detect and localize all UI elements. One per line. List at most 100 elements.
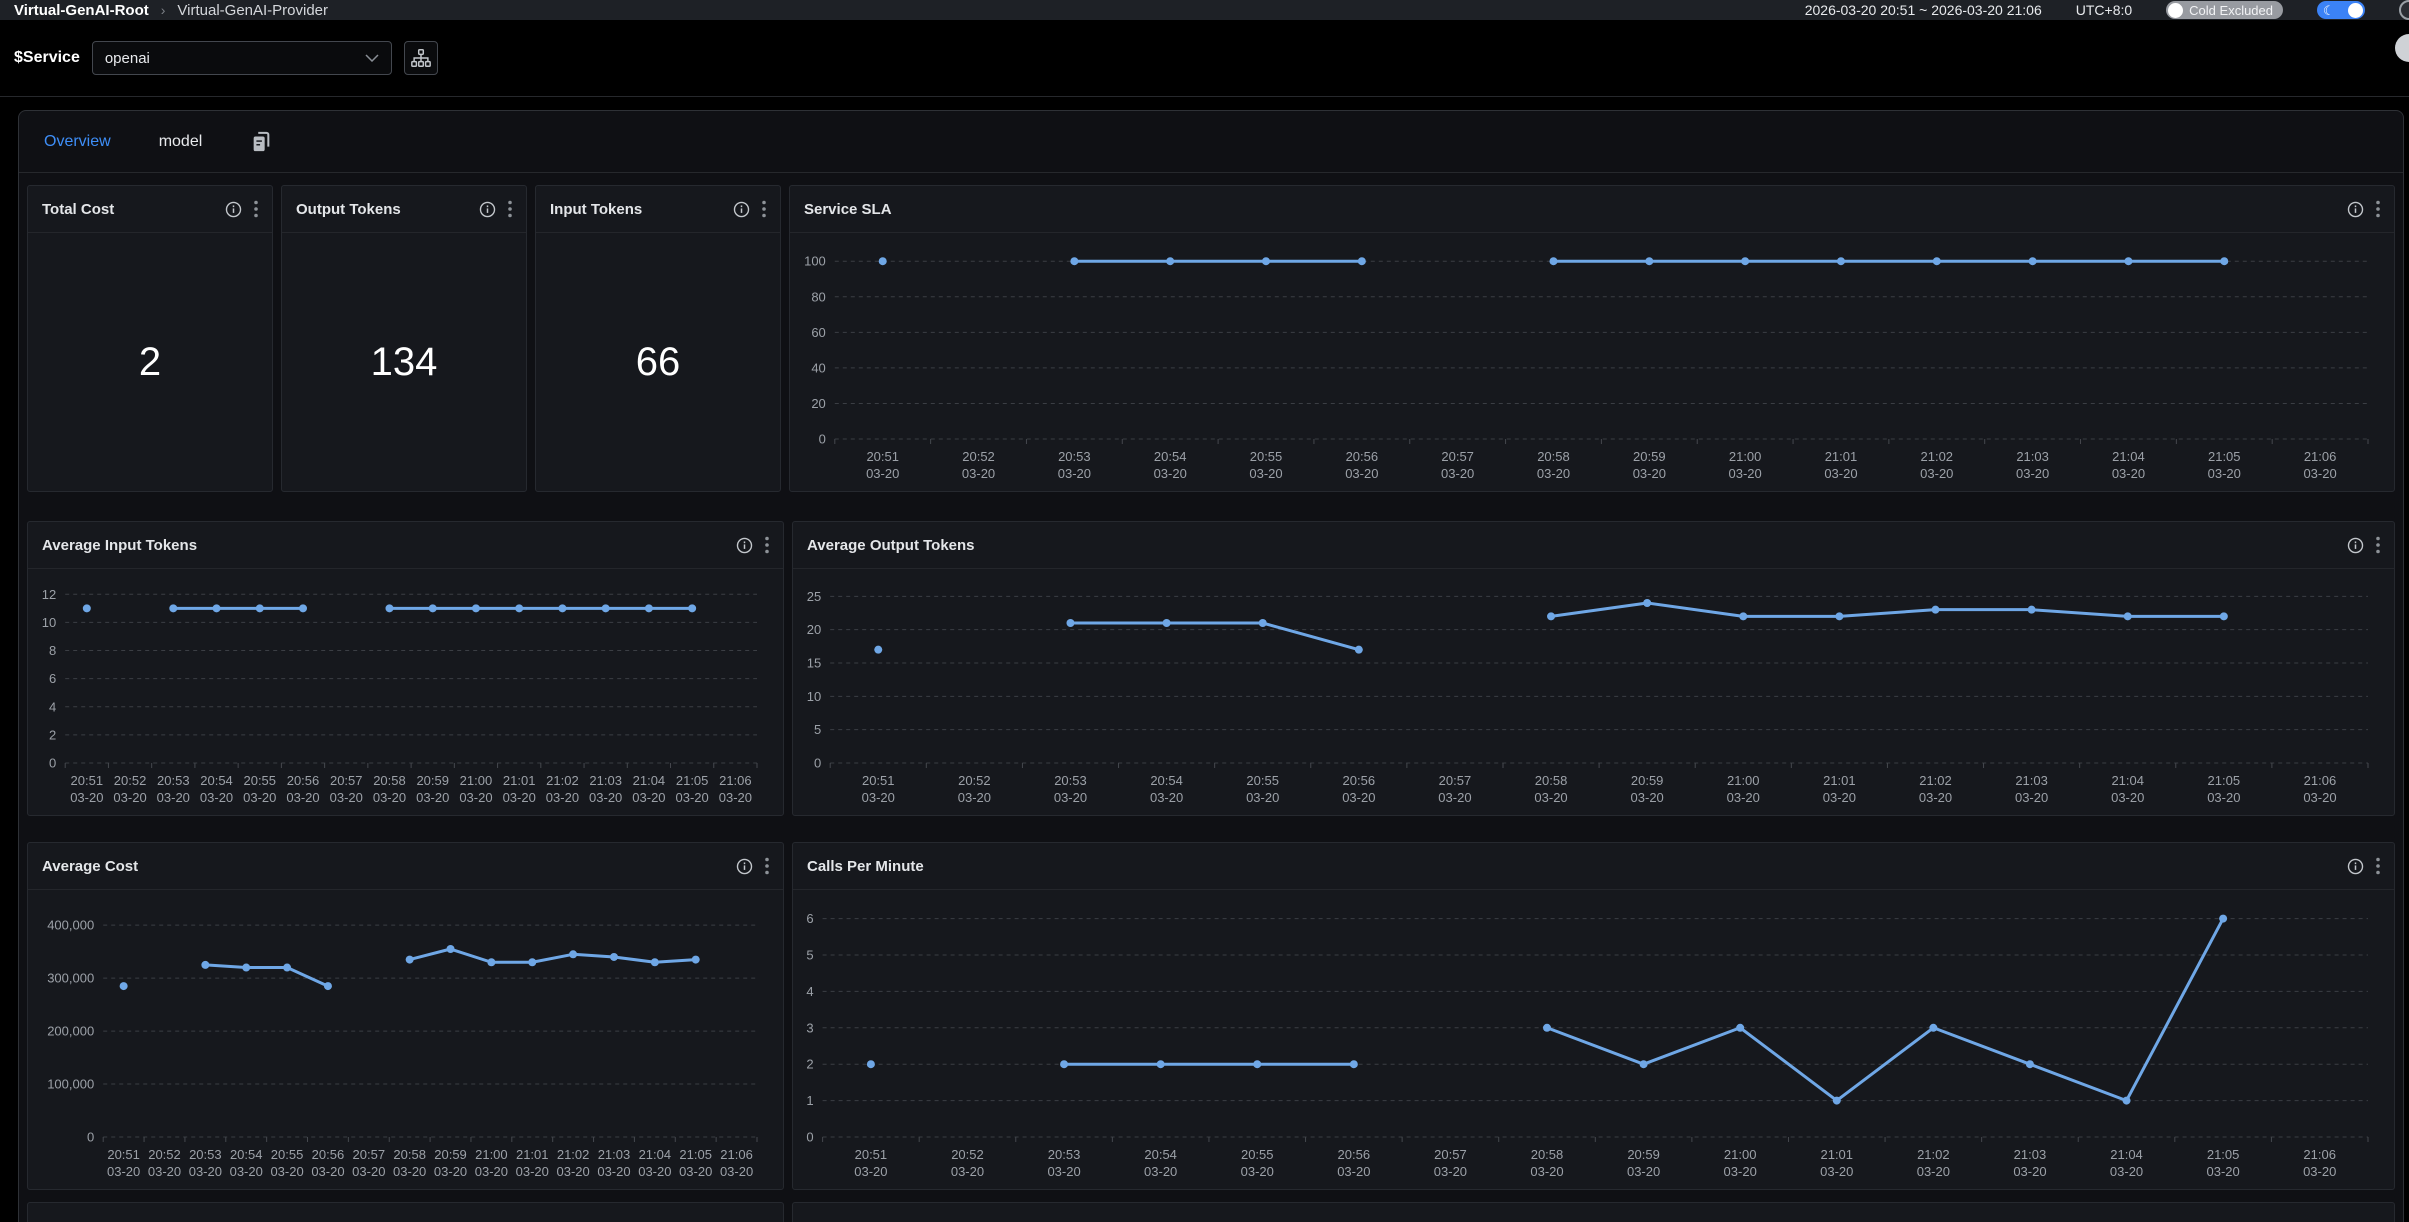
- svg-text:0: 0: [806, 1130, 813, 1145]
- more-options-icon[interactable]: [762, 200, 766, 218]
- svg-text:03-20: 03-20: [951, 1164, 984, 1179]
- card-input-tokens: Input Tokens 66: [535, 185, 781, 492]
- breadcrumb-current[interactable]: Virtual-GenAI-Provider: [177, 2, 328, 19]
- svg-text:20:57: 20:57: [1434, 1147, 1467, 1162]
- info-icon[interactable]: [2347, 858, 2364, 875]
- svg-text:21:00: 21:00: [1729, 449, 1762, 464]
- svg-text:03-20: 03-20: [1919, 790, 1952, 805]
- timezone-label[interactable]: UTC+8:0: [2076, 2, 2132, 18]
- breadcrumb-root[interactable]: Virtual-GenAI-Root: [14, 2, 149, 19]
- toggle-knob: [2168, 3, 2183, 18]
- svg-text:03-20: 03-20: [1534, 790, 1567, 805]
- svg-text:20:59: 20:59: [1631, 773, 1664, 788]
- svg-text:03-20: 03-20: [862, 790, 895, 805]
- svg-text:20:54: 20:54: [1144, 1147, 1177, 1162]
- svg-text:20:53: 20:53: [189, 1147, 222, 1162]
- svg-text:20:52: 20:52: [951, 1147, 984, 1162]
- more-options-icon[interactable]: [254, 200, 258, 218]
- svg-text:03-20: 03-20: [1434, 1164, 1467, 1179]
- info-icon[interactable]: [736, 537, 753, 554]
- svg-text:21:03: 21:03: [2015, 773, 2048, 788]
- tab-bar: Overview model: [19, 111, 2403, 173]
- svg-text:20:51: 20:51: [107, 1147, 140, 1162]
- more-options-icon[interactable]: [765, 857, 769, 875]
- breadcrumb: Virtual-GenAI-Root › Virtual-GenAI-Provi…: [14, 2, 328, 19]
- svg-text:60: 60: [811, 325, 825, 340]
- info-icon[interactable]: [479, 201, 496, 218]
- more-options-icon[interactable]: [765, 536, 769, 554]
- tab-model[interactable]: model: [159, 133, 203, 151]
- topology-button[interactable]: [404, 41, 438, 75]
- copy-dashboard-button[interactable]: [250, 131, 272, 153]
- row-2: Average Input Tokens 12108642020:5103-20…: [27, 521, 2395, 816]
- svg-text:15: 15: [807, 656, 821, 671]
- info-icon[interactable]: [733, 201, 750, 218]
- svg-text:03-20: 03-20: [597, 1164, 630, 1179]
- theme-toggle[interactable]: ☾: [2317, 1, 2365, 19]
- card-title: Total Cost: [42, 201, 225, 218]
- info-icon[interactable]: [2347, 537, 2364, 554]
- help-button[interactable]: [2399, 0, 2409, 20]
- cold-excluded-toggle[interactable]: Cold Excluded: [2166, 1, 2283, 19]
- svg-text:100: 100: [804, 254, 826, 269]
- card-next-left: [27, 1202, 784, 1222]
- topbar-right: 2026-03-20 20:51 ~ 2026-03-20 21:06 UTC+…: [1805, 0, 2395, 20]
- card-title: Average Input Tokens: [42, 537, 736, 554]
- card-title: Average Output Tokens: [807, 537, 2347, 554]
- more-options-icon[interactable]: [2376, 857, 2380, 875]
- svg-text:20:55: 20:55: [243, 773, 276, 788]
- card-average-input-tokens: Average Input Tokens 12108642020:5103-20…: [27, 521, 784, 816]
- svg-text:20:55: 20:55: [1241, 1147, 1274, 1162]
- svg-text:03-20: 03-20: [373, 790, 406, 805]
- svg-text:21:02: 21:02: [1921, 449, 1954, 464]
- svg-text:03-20: 03-20: [516, 1164, 549, 1179]
- svg-text:20:55: 20:55: [1246, 773, 1279, 788]
- svg-text:21:05: 21:05: [676, 773, 709, 788]
- info-icon[interactable]: [225, 201, 242, 218]
- svg-text:1: 1: [806, 1093, 813, 1108]
- card-title: Service SLA: [804, 201, 2347, 218]
- svg-text:20:58: 20:58: [1537, 449, 1570, 464]
- svg-text:21:04: 21:04: [2110, 1147, 2143, 1162]
- svg-text:21:04: 21:04: [639, 1147, 672, 1162]
- svg-text:03-20: 03-20: [2207, 790, 2240, 805]
- svg-text:03-20: 03-20: [1337, 1164, 1370, 1179]
- svg-text:03-20: 03-20: [676, 790, 709, 805]
- svg-text:20:54: 20:54: [230, 1147, 263, 1162]
- svg-text:5: 5: [814, 722, 821, 737]
- svg-text:20:58: 20:58: [1531, 1147, 1564, 1162]
- service-select[interactable]: openai: [92, 41, 392, 75]
- svg-text:20:55: 20:55: [1250, 449, 1283, 464]
- svg-text:21:05: 21:05: [679, 1147, 712, 1162]
- svg-text:20: 20: [811, 396, 825, 411]
- svg-text:03-20: 03-20: [2013, 1164, 2046, 1179]
- info-icon[interactable]: [2347, 201, 2364, 218]
- more-options-icon[interactable]: [508, 200, 512, 218]
- row-3: Average Cost 400,000300,000200,000100,00…: [27, 842, 2395, 1190]
- tab-overview[interactable]: Overview: [44, 133, 111, 151]
- svg-text:2: 2: [49, 727, 56, 742]
- svg-text:20: 20: [807, 622, 821, 637]
- card-service-sla: Service SLA 10080604020020:5103-2020:520…: [789, 185, 2395, 492]
- svg-text:20:57: 20:57: [353, 1147, 386, 1162]
- svg-text:03-20: 03-20: [113, 790, 146, 805]
- svg-text:03-20: 03-20: [416, 790, 449, 805]
- row-4: [27, 1202, 2395, 1222]
- svg-text:03-20: 03-20: [1724, 1164, 1757, 1179]
- card-calls-per-minute: Calls Per Minute 654321020:5103-2020:520…: [792, 842, 2395, 1190]
- svg-text:21:04: 21:04: [2111, 773, 2144, 788]
- svg-text:03-20: 03-20: [2206, 1164, 2239, 1179]
- svg-text:03-20: 03-20: [2303, 1164, 2336, 1179]
- copy-icon: [250, 131, 272, 153]
- info-icon[interactable]: [736, 858, 753, 875]
- more-options-icon[interactable]: [2376, 536, 2380, 554]
- svg-text:03-20: 03-20: [1144, 1164, 1177, 1179]
- date-range-picker[interactable]: 2026-03-20 20:51 ~ 2026-03-20 21:06: [1805, 2, 2042, 18]
- more-options-icon[interactable]: [2376, 200, 2380, 218]
- svg-text:03-20: 03-20: [1920, 466, 1953, 481]
- svg-text:20:59: 20:59: [1633, 449, 1666, 464]
- card-average-output-tokens: Average Output Tokens 252015105020:5103-…: [792, 521, 2395, 816]
- sitemap-icon: [410, 47, 432, 69]
- svg-text:3: 3: [806, 1020, 813, 1035]
- svg-text:03-20: 03-20: [1246, 790, 1279, 805]
